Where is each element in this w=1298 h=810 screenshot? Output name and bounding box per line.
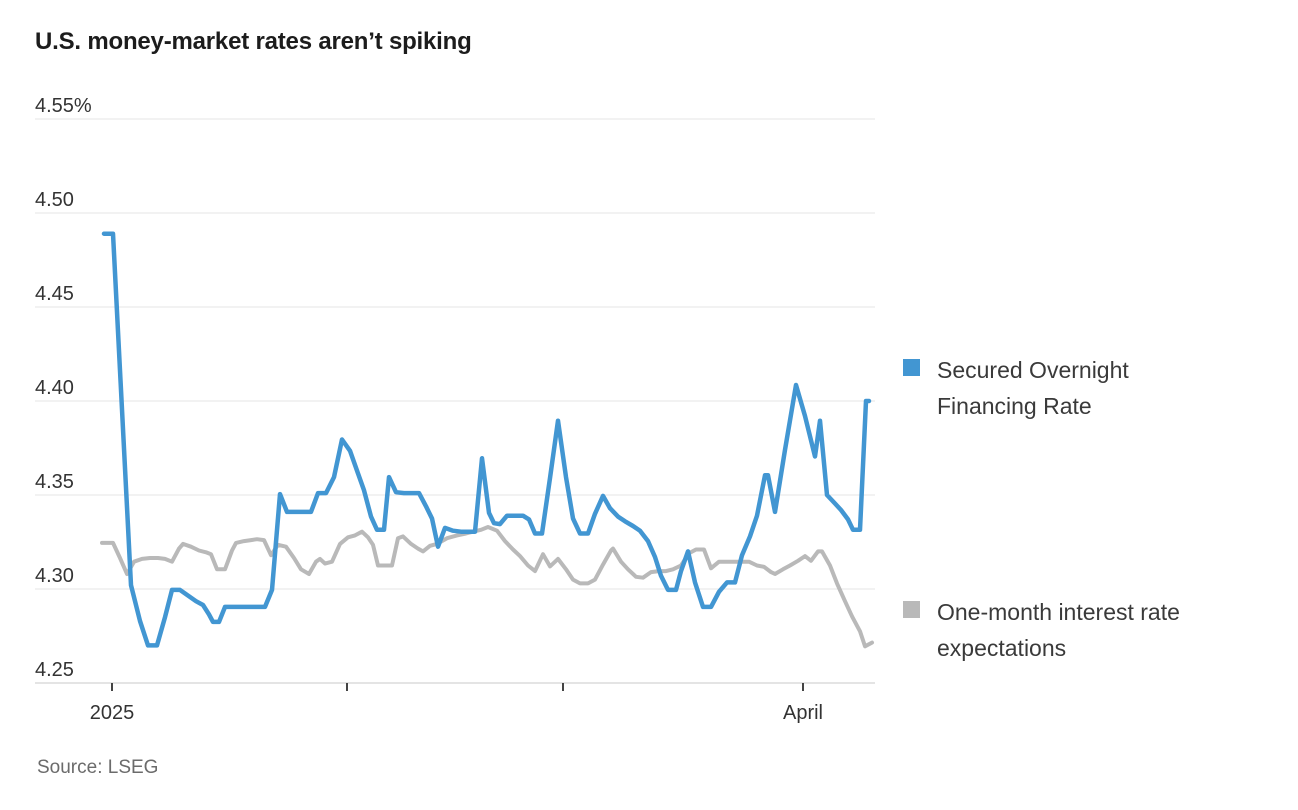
y-axis-tick-label: 4.30 [35,565,74,587]
x-axis-tick-label: April [782,702,823,724]
y-axis-tick-label: 4.25 [35,659,74,681]
chart-title: U.S. money-market rates aren’t spiking [35,28,472,55]
y-axis-tick-label: 4.45 [35,283,74,305]
expectations-legend-swatch-icon [903,601,920,618]
sofr-legend-label: Secured Overnight Financing Rate [937,357,1129,419]
x-axis-tick-label: 2025 [89,702,135,724]
series-line [100,525,874,649]
series-line [101,231,872,648]
y-axis-tick-label: 4.55% [35,95,92,117]
y-axis-tick-label: 4.35 [35,471,74,493]
expectations-legend-label: One-month interest rate expectations [937,599,1180,661]
y-axis-tick-label: 4.50 [35,189,74,211]
source-note: Source: LSEG [37,757,159,778]
sofr-legend-swatch-icon [903,359,920,376]
legend-item-sofr: Secured Overnight Financing Rate [903,352,1192,424]
y-axis-tick-label: 4.40 [35,377,74,399]
legend-item-expectations: One-month interest rate expectations [903,594,1257,666]
